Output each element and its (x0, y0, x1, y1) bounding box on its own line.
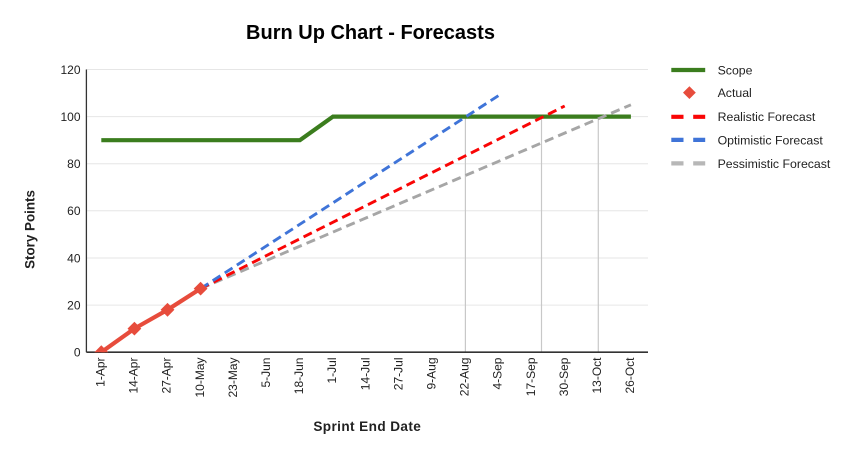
svg-text:Realistic Forecast: Realistic Forecast (718, 110, 816, 124)
svg-text:Burn Up Chart - Forecasts: Burn Up Chart - Forecasts (246, 22, 495, 44)
svg-text:1-Apr: 1-Apr (94, 357, 108, 386)
svg-text:17-Sep: 17-Sep (524, 357, 538, 396)
svg-text:Sprint End Date: Sprint End Date (313, 419, 421, 434)
svg-text:13-Oct: 13-Oct (590, 357, 604, 394)
svg-text:1-Jul: 1-Jul (325, 358, 339, 384)
svg-text:20: 20 (67, 298, 81, 312)
svg-text:23-May: 23-May (226, 358, 240, 398)
svg-text:Story Points: Story Points (23, 190, 38, 269)
svg-text:27-Jul: 27-Jul (391, 358, 405, 391)
svg-text:100: 100 (60, 110, 80, 124)
svg-text:Actual: Actual (718, 86, 752, 100)
svg-text:26-Oct: 26-Oct (623, 357, 637, 394)
svg-text:18-Jun: 18-Jun (292, 358, 306, 395)
svg-text:Optimistic Forecast: Optimistic Forecast (718, 133, 824, 147)
svg-text:14-Jul: 14-Jul (358, 358, 372, 391)
svg-text:10-May: 10-May (193, 358, 207, 398)
svg-text:30-Sep: 30-Sep (557, 357, 571, 396)
svg-text:40: 40 (67, 251, 81, 265)
svg-text:14-Apr: 14-Apr (127, 358, 141, 394)
svg-text:5-Jun: 5-Jun (259, 358, 273, 388)
svg-text:9-Aug: 9-Aug (425, 358, 439, 390)
svg-text:120: 120 (60, 63, 80, 77)
svg-text:22-Aug: 22-Aug (458, 358, 472, 397)
svg-text:4-Sep: 4-Sep (491, 357, 505, 389)
svg-text:Pessimistic Forecast: Pessimistic Forecast (718, 157, 831, 171)
svg-text:27-Apr: 27-Apr (160, 358, 174, 394)
svg-text:60: 60 (67, 204, 81, 218)
svg-text:Scope: Scope (718, 63, 753, 77)
svg-text:0: 0 (74, 346, 81, 360)
svg-text:80: 80 (67, 157, 81, 171)
